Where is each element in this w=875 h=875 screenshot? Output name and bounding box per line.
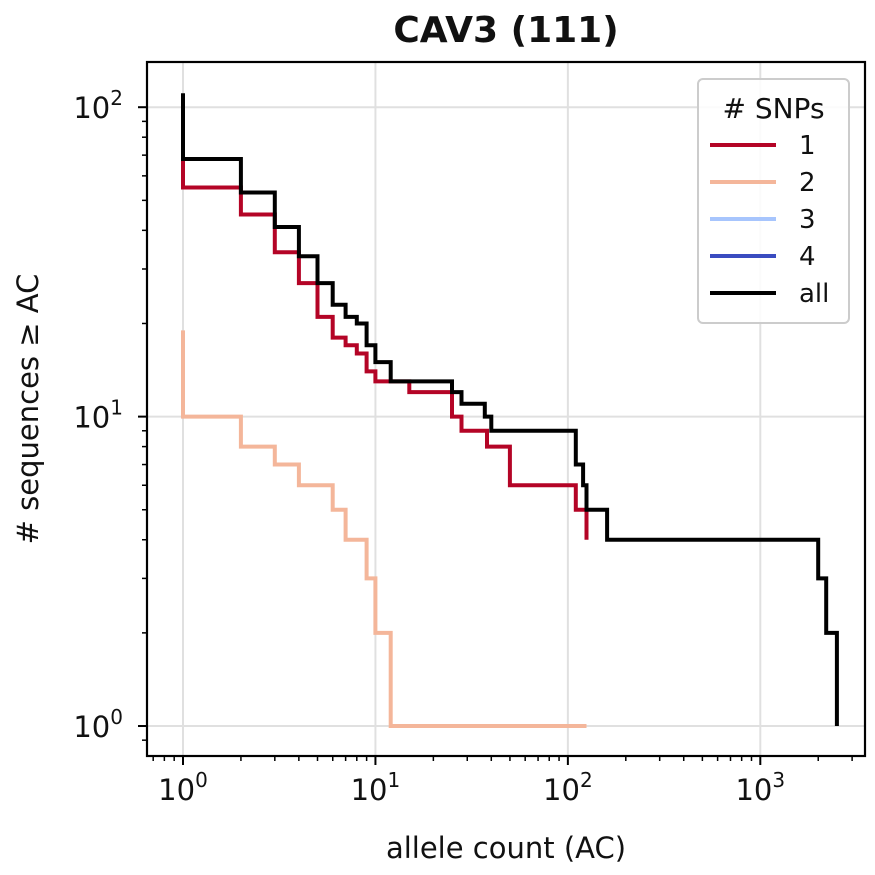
legend-label-3: 3 bbox=[799, 205, 816, 235]
x-tick-label: 100 bbox=[158, 768, 208, 807]
chart-title: CAV3 (111) bbox=[393, 10, 618, 51]
legend-box bbox=[697, 78, 850, 324]
y-tick-label: 100 bbox=[73, 705, 123, 744]
major-ticks bbox=[138, 106, 762, 765]
y-tick-label: 101 bbox=[73, 396, 123, 435]
x-axis-label: allele count (AC) bbox=[386, 831, 626, 865]
plot-frame bbox=[145, 60, 867, 758]
legend-label-4: 4 bbox=[799, 242, 816, 272]
legend-label-2: 2 bbox=[799, 168, 816, 198]
legend-label-all: all bbox=[799, 279, 829, 309]
series-layer bbox=[181, 93, 839, 728]
x-tick-label: 102 bbox=[543, 768, 593, 807]
legend-title: # SNPs bbox=[722, 92, 824, 125]
y-tick-label: 102 bbox=[73, 86, 123, 125]
y-axis-label: # sequences ≥ AC bbox=[11, 274, 45, 545]
legend-label-1: 1 bbox=[799, 131, 816, 161]
series-line-1 bbox=[181, 159, 589, 540]
legend: # SNPs 1 2 3 4 all bbox=[697, 78, 850, 324]
x-tick-label: 103 bbox=[735, 768, 785, 807]
series-line-2 bbox=[181, 330, 587, 728]
series-line-all bbox=[181, 93, 839, 726]
x-tick-label: 101 bbox=[351, 768, 401, 807]
